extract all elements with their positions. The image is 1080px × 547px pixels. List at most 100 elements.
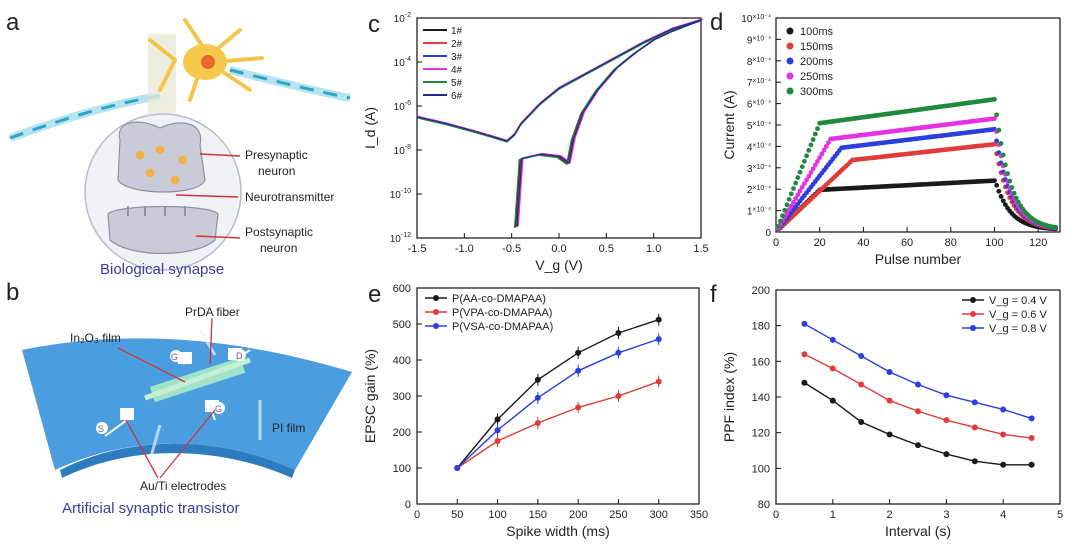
x-tick-label-d: 100 — [985, 237, 1003, 249]
x-axis-label-e: Spike width (ms) — [506, 523, 609, 539]
data-point-d — [1005, 171, 1010, 176]
annot-au-ti-electrodes: Au/Ti electrodes — [140, 479, 226, 493]
panel-c-label: c — [368, 11, 380, 38]
data-point-f — [886, 369, 893, 376]
axon-illustration — [8, 66, 351, 142]
data-point-d — [1000, 198, 1006, 204]
y-tick-label-c: 10-10 — [390, 188, 411, 201]
x-tick-label-e: 150 — [529, 509, 547, 521]
data-point-f — [1028, 415, 1035, 422]
data-point-f — [829, 365, 836, 372]
pi-film-substrate — [22, 338, 352, 470]
caption-biological-synapse: Biological synapse — [100, 261, 224, 278]
data-point-d — [780, 213, 785, 219]
data-point-d — [1016, 199, 1021, 205]
annot-neurotransmitter: Neurotransmitter — [245, 190, 334, 204]
chart-d: d Pulse number Current (A) 0 20 40 60 80 100 120 0… — [710, 9, 1061, 267]
annot-in2o3-film: In₂O₃ film — [70, 331, 121, 345]
data-point-d — [795, 192, 801, 198]
data-point-d — [782, 207, 788, 213]
data-point-d — [795, 175, 801, 181]
data-point-f — [1028, 435, 1035, 442]
series-line-f-0 — [804, 382, 1032, 466]
y-tick-label-f: 120 — [752, 428, 770, 440]
data-point-d — [777, 218, 783, 224]
data-point-d — [994, 112, 1000, 118]
data-point-d — [815, 126, 820, 132]
x-tick-label-d: 40 — [857, 237, 869, 249]
data-point-f — [915, 442, 921, 449]
data-point-d — [826, 140, 831, 146]
y-tick-label-e: 600 — [393, 283, 411, 295]
data-point-d — [793, 180, 799, 186]
series-points-d-300ms — [775, 96, 1059, 230]
data-point-f — [886, 397, 893, 404]
data-point-d — [791, 186, 796, 191]
data-point-d — [1007, 178, 1013, 184]
legend-label-d: 150ms — [800, 41, 834, 53]
legend-label-d: 300ms — [800, 86, 834, 98]
data-point-d — [808, 142, 814, 148]
y-tick-unit-d: ×10⁻⁴ — [752, 57, 771, 64]
data-point-d — [994, 138, 1000, 144]
series-line-e-1 — [456, 380, 659, 469]
x-tick-label-c: -1.0 — [455, 243, 474, 255]
y-axis-label-f: PPF index (%) — [721, 352, 737, 442]
y-axis-label-d: Current (A) — [721, 90, 737, 159]
data-point-d — [806, 173, 812, 179]
panel-f-label: f — [710, 281, 717, 308]
data-point-f — [1000, 406, 1007, 413]
data-point-d — [786, 207, 792, 213]
legend-label-e: P(VPA-co-DMAPAA) — [452, 307, 552, 319]
x-tick-label-e: 300 — [650, 509, 668, 521]
data-point-d — [775, 224, 781, 229]
y-tick-exponent-c: -2 — [405, 12, 411, 19]
data-point-d — [804, 177, 809, 183]
legend-label-c: 3# — [451, 52, 463, 63]
data-point-f — [915, 381, 921, 388]
electrode-letter-d: D — [236, 351, 243, 361]
y-tick-label-f: 100 — [752, 463, 770, 475]
y-tick-label-c: 10-4 — [394, 56, 411, 69]
data-point-d — [797, 188, 803, 194]
data-point-f — [971, 424, 978, 431]
y-tick-label-d: 7×10⁻⁴ — [747, 78, 771, 89]
x-tick-label-f: 1 — [830, 509, 836, 521]
series-line-c-reverse-6 — [516, 19, 702, 227]
data-point-d — [799, 184, 805, 190]
y-tick-label-f: 180 — [752, 321, 770, 333]
legend-label-c: 2# — [451, 39, 463, 50]
data-point-f — [801, 351, 808, 358]
legend-marker-d — [786, 57, 794, 65]
data-point-d — [784, 202, 790, 208]
data-point-e — [454, 465, 461, 471]
x-tick-label-e: 50 — [451, 509, 463, 521]
data-point-d — [1053, 225, 1059, 230]
y-tick-unit-d: ×10⁻⁴ — [752, 121, 771, 128]
y-tick-label-e: 400 — [393, 355, 411, 367]
y-tick-unit-d: ×10⁻⁴ — [752, 164, 771, 171]
data-point-d — [788, 203, 794, 209]
y-tick-label-d: 3×10⁻⁴ — [747, 164, 771, 175]
y-tick-exponent-c: -10 — [401, 188, 411, 195]
data-point-f — [971, 399, 978, 406]
data-point-f — [886, 431, 893, 438]
electrode-letter-g1: G — [171, 352, 178, 362]
x-tick-label-e: 0 — [414, 509, 420, 521]
data-point-d — [1011, 190, 1017, 196]
data-point-f — [858, 418, 865, 425]
y-tick-label-d: 6×10⁻⁴ — [747, 100, 771, 111]
y-tick-exponent-c: -6 — [405, 100, 411, 107]
x-tick-label-d: 120 — [1029, 237, 1047, 249]
y-tick-label-d: 0 — [765, 228, 771, 239]
y-tick-label-e: 500 — [393, 319, 411, 331]
chart-c: c V_g (V) I_d (A) -1.5 -1.0 -0.5 0.0 0.5 1.0 1.5 1… — [362, 11, 709, 273]
series-line-c-reverse-1 — [514, 20, 701, 228]
chart-e: e Spike width (ms) EPSC gain (%) 0 50 100 150 2… — [362, 281, 708, 539]
x-tick-label-f: 0 — [773, 509, 779, 521]
x-tick-label-d: 80 — [945, 237, 957, 249]
y-tick-label-d: 9×10⁻⁴ — [747, 35, 771, 46]
x-tick-label-e: 350 — [690, 509, 708, 521]
legend-marker-e — [433, 323, 439, 329]
x-tick-label-f: 2 — [887, 509, 893, 521]
